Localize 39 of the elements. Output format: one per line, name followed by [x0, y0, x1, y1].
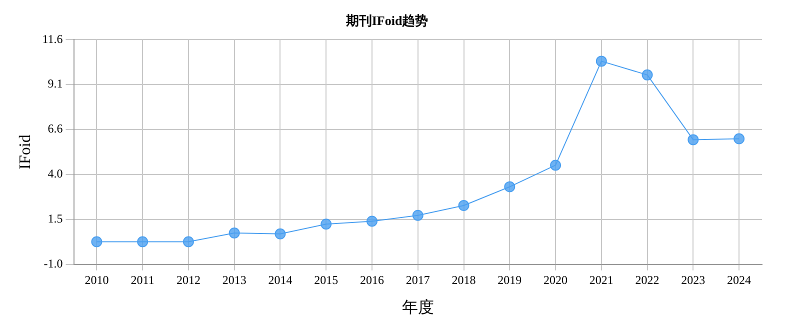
- point: [550, 160, 562, 171]
- point: [458, 200, 470, 212]
- point: [91, 236, 102, 248]
- x-tick-label: 2013: [222, 272, 246, 287]
- x-tick-label: 2018: [452, 272, 476, 287]
- x-tick-label: 2021: [589, 272, 614, 287]
- x-tick-label: 2020: [544, 272, 568, 287]
- x-tick-label: 2017: [406, 272, 430, 287]
- point: [504, 181, 516, 192]
- y-tick-label: 9.1: [48, 76, 63, 91]
- point: [642, 69, 653, 80]
- x-tick-label: 2019: [498, 272, 522, 287]
- x-tick-label: 2024: [727, 272, 752, 287]
- y-axis-title: IFoid: [16, 134, 34, 170]
- point: [228, 228, 240, 238]
- point: [137, 236, 148, 248]
- y-tick-label: 4.0: [48, 166, 63, 181]
- point: [412, 210, 424, 221]
- x-tick-label: 2010: [84, 272, 109, 287]
- x-tick-label: 2011: [130, 272, 154, 287]
- x-tick-label: 2015: [314, 272, 338, 287]
- y-tick-label: 11.6: [42, 32, 63, 46]
- point: [366, 216, 378, 227]
- point: [734, 133, 745, 144]
- x-tick-label: 2023: [681, 272, 706, 287]
- point: [182, 236, 194, 248]
- point: [688, 134, 699, 146]
- x-tick-label: 2022: [635, 272, 660, 287]
- x-tick-label: 2014: [268, 272, 292, 287]
- point: [596, 56, 607, 67]
- point: [320, 218, 332, 230]
- point: [274, 228, 286, 240]
- y-tick-label: 1.5: [48, 212, 63, 226]
- x-tick-label: 2012: [176, 272, 200, 287]
- y-tick-label: 6.6: [48, 122, 63, 136]
- chart-title: 期刊IFoid趋势: [344, 13, 428, 28]
- x-tick-label: 2016: [360, 272, 384, 287]
- x-axis-title: 年度: [402, 298, 434, 317]
- y-tick-label: -1.0: [44, 256, 63, 271]
